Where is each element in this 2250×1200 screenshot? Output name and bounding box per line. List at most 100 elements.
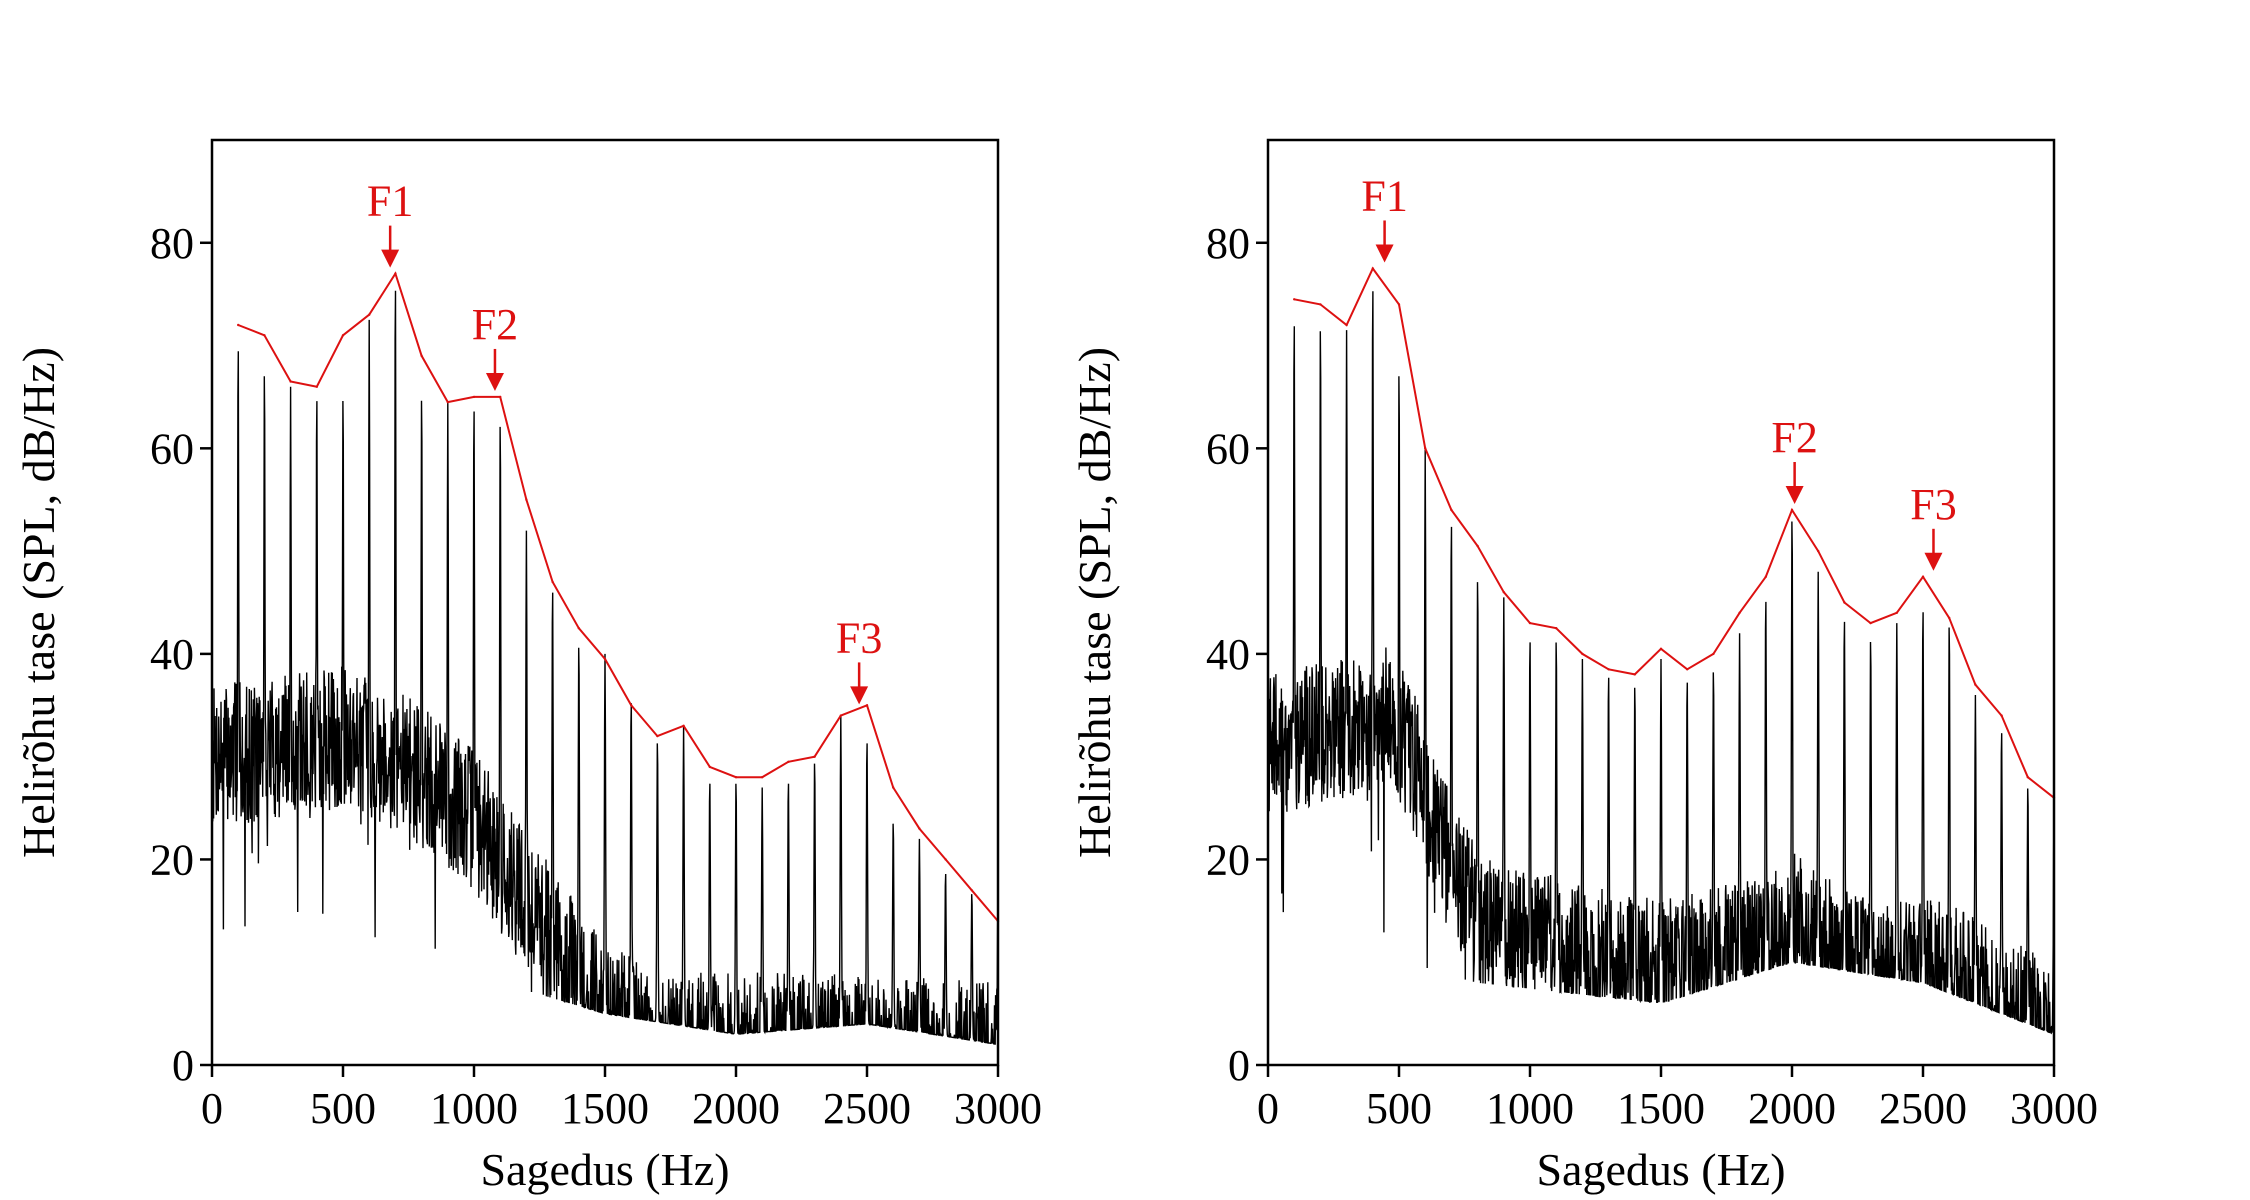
y-axis-title: Helirõhu tase (SPL, dB/Hz) bbox=[1069, 347, 1120, 858]
envelope-point bbox=[1974, 683, 1977, 686]
formant-arrow-head bbox=[850, 686, 869, 705]
x-tick-label: 0 bbox=[201, 1084, 223, 1133]
y-tick-label: 40 bbox=[150, 630, 194, 679]
envelope-point bbox=[237, 323, 240, 327]
y-tick-label: 0 bbox=[172, 1041, 194, 1090]
envelope-point bbox=[368, 313, 371, 316]
chart-panel-2: 0 500 1000 1500 2000 2500 3000 0 20 40 60 80 Sagedus… bbox=[1069, 138, 2098, 1195]
envelope-point bbox=[1843, 601, 1846, 604]
envelope-point bbox=[2026, 776, 2030, 779]
envelope-point bbox=[1476, 544, 1479, 548]
envelope-point bbox=[472, 395, 476, 399]
envelope-line bbox=[237, 271, 999, 922]
envelope-point bbox=[603, 657, 607, 661]
envelope-point bbox=[446, 400, 449, 404]
envelope-point bbox=[813, 755, 816, 758]
envelope-point bbox=[1502, 591, 1506, 594]
x-axis-title: Sagedus (Hz) bbox=[1536, 1144, 1785, 1195]
formant-label: F1 bbox=[367, 177, 413, 226]
y-tick-label: 60 bbox=[1206, 424, 1250, 473]
formant-f1-marker: F1 bbox=[367, 177, 413, 268]
envelope-point bbox=[1712, 652, 1715, 656]
formant-f3-marker: F3 bbox=[836, 613, 882, 705]
envelope-point bbox=[577, 627, 580, 630]
envelope-point bbox=[1764, 575, 1768, 578]
x-tick-label: 500 bbox=[1366, 1084, 1432, 1133]
y-axis-title: Helirõhu tase (SPL, dB/Hz) bbox=[13, 347, 64, 858]
formant-arrow-head bbox=[381, 249, 400, 268]
envelope-point bbox=[1738, 611, 1741, 614]
formant-label: F1 bbox=[1361, 171, 1407, 220]
envelope-point bbox=[420, 354, 423, 357]
envelope-point bbox=[944, 858, 947, 861]
x-tick-label: 2000 bbox=[692, 1084, 780, 1133]
formant-label: F2 bbox=[1771, 413, 1817, 462]
envelope-point bbox=[341, 334, 345, 337]
envelope-point bbox=[682, 724, 685, 727]
formant-label: F2 bbox=[472, 300, 518, 349]
envelope-point bbox=[839, 714, 842, 717]
x-tick-label: 3000 bbox=[2010, 1084, 2098, 1133]
chart-panel-1: 0 500 1000 1500 2000 2500 3000 0 20 40 60 80 Sagedus… bbox=[13, 138, 1042, 1195]
envelope-point bbox=[1921, 575, 1925, 578]
x-tick-label: 1500 bbox=[561, 1084, 649, 1133]
envelope-line bbox=[1294, 266, 2055, 799]
y-tick-label: 20 bbox=[150, 835, 194, 884]
formant-f1-marker: F1 bbox=[1361, 171, 1408, 263]
x-tick-label: 3000 bbox=[954, 1084, 1042, 1133]
x-tick-label: 1000 bbox=[430, 1084, 518, 1133]
formant-f2-marker: F2 bbox=[472, 300, 518, 391]
x-tick-label: 500 bbox=[310, 1084, 376, 1133]
y-tick-label: 0 bbox=[1228, 1041, 1250, 1090]
y-tick-label: 80 bbox=[1206, 219, 1250, 268]
envelope-point bbox=[289, 380, 292, 383]
envelope-point bbox=[1345, 323, 1348, 327]
envelope-point bbox=[1869, 621, 1872, 625]
formant-arrow-head bbox=[1375, 244, 1394, 263]
envelope-point bbox=[1424, 447, 1427, 450]
envelope-point bbox=[1581, 652, 1584, 656]
envelope-point bbox=[1293, 298, 1296, 301]
x-tick-label: 1000 bbox=[1486, 1084, 1574, 1133]
formant-arrow-head bbox=[485, 372, 504, 391]
envelope-point bbox=[761, 776, 764, 779]
envelope-point bbox=[2000, 714, 2003, 717]
envelope-point bbox=[630, 704, 633, 707]
envelope-point bbox=[656, 734, 659, 738]
formant-arrow-head bbox=[1924, 552, 1943, 571]
formant-label: F3 bbox=[1910, 480, 1956, 529]
envelope-point bbox=[918, 827, 921, 830]
y-tick-label: 60 bbox=[150, 424, 194, 473]
spectrum-trace bbox=[1268, 291, 2054, 1035]
envelope-point bbox=[1528, 621, 1532, 625]
formant-f2-marker: F2 bbox=[1771, 413, 1818, 504]
spectrum-trace bbox=[212, 290, 998, 1045]
formant-label: F3 bbox=[836, 613, 882, 662]
envelope-point bbox=[1450, 508, 1453, 512]
envelope-point bbox=[263, 334, 266, 337]
envelope-point bbox=[708, 765, 711, 769]
envelope-point bbox=[551, 580, 554, 584]
envelope-point bbox=[1607, 668, 1610, 671]
y-tick-label: 80 bbox=[150, 219, 194, 268]
envelope-point bbox=[1371, 267, 1375, 270]
envelope-point bbox=[1555, 627, 1558, 630]
plot-frame bbox=[210, 138, 1000, 1067]
envelope-point bbox=[315, 385, 318, 388]
envelope-point bbox=[1633, 673, 1637, 676]
envelope-point bbox=[1790, 508, 1794, 512]
envelope-point bbox=[525, 498, 528, 501]
envelope-point bbox=[1686, 668, 1689, 671]
x-tick-label: 2500 bbox=[823, 1084, 911, 1133]
envelope-point bbox=[1817, 549, 1820, 553]
envelope-point bbox=[394, 272, 397, 275]
envelope-point bbox=[1659, 647, 1663, 650]
envelope-point bbox=[892, 786, 895, 789]
envelope-point bbox=[1397, 303, 1401, 306]
x-tick-label: 2000 bbox=[1748, 1084, 1836, 1133]
x-axis-title: Sagedus (Hz) bbox=[480, 1144, 729, 1195]
x-tick-label: 1500 bbox=[1617, 1084, 1705, 1133]
envelope-point bbox=[1948, 616, 1951, 620]
envelope-point bbox=[1895, 611, 1899, 614]
